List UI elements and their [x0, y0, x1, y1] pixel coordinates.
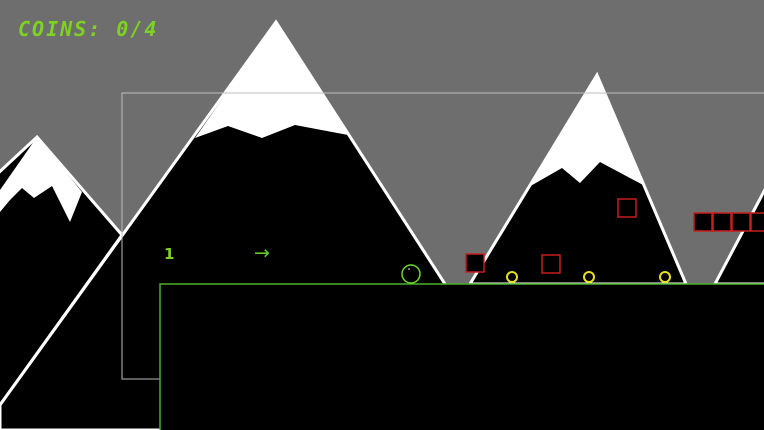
coin	[583, 271, 595, 283]
hazard-block	[541, 254, 561, 274]
coin	[659, 271, 671, 283]
level-number: 1	[164, 245, 175, 263]
hazard-block	[731, 212, 751, 232]
player-ball	[401, 264, 421, 284]
player-eye	[408, 268, 410, 270]
coins-counter: COINS: 0/4	[18, 17, 159, 41]
hazard-block	[693, 212, 713, 232]
hazard-block	[617, 198, 637, 218]
arrow-right-icon: →	[254, 242, 270, 264]
snow-cap-big	[195, 22, 348, 138]
snow-cap-left	[0, 137, 82, 222]
hazard-block	[465, 253, 485, 273]
ground-platform	[159, 283, 764, 430]
coin	[506, 271, 518, 283]
hazard-block	[712, 212, 732, 232]
hazard-block	[750, 212, 764, 232]
snow-cap-right	[527, 75, 645, 188]
mountain-far-right	[712, 188, 764, 286]
